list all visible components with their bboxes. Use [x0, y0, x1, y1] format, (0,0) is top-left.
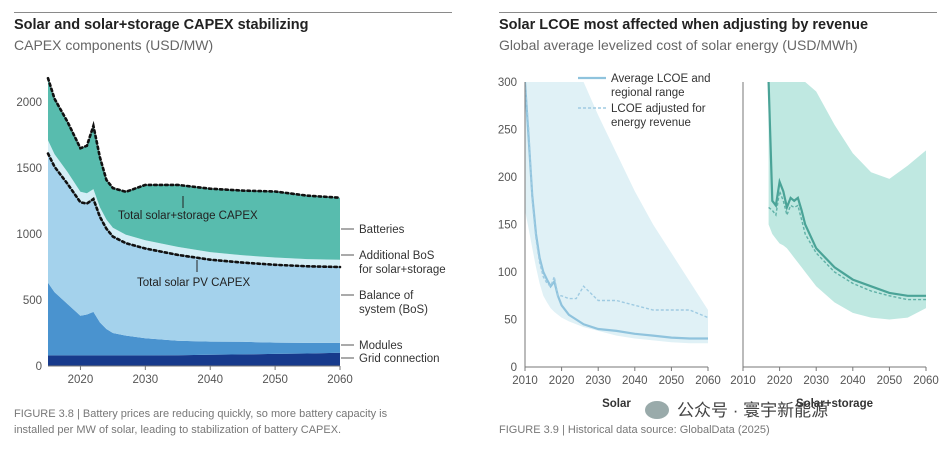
left-x-tick-2060: 2060: [327, 374, 353, 386]
x-tick-solar-storage-2050: 2050: [877, 375, 903, 387]
left-area-batteries: [48, 78, 340, 260]
watermark: 公众号 · 寰宇新能源: [645, 396, 828, 421]
left-top-rule: [14, 12, 452, 13]
left-x-tick-2030: 2030: [133, 374, 159, 386]
legend-label-additional-bos-for-solar-storage-2: for solar+storage: [359, 264, 446, 276]
right-top-rule: [499, 12, 937, 13]
annotation-total-solar-storage-capex: Total solar+storage CAPEX: [118, 210, 258, 222]
legend-adjusted-lcoe-line1: LCOE adjusted for: [611, 103, 706, 115]
x-tick-solar-2040: 2040: [622, 375, 648, 387]
x-tick-solar-storage-2040: 2040: [840, 375, 866, 387]
left-x-tick-2020: 2020: [68, 374, 94, 386]
right-y-tick-0: 0: [511, 362, 517, 374]
x-tick-solar-storage-2010: 2010: [730, 375, 756, 387]
left-y-tick-1000: 1000: [16, 229, 42, 241]
panel-label-solar: Solar: [602, 398, 631, 410]
right-y-tick-250: 250: [498, 125, 517, 137]
right-y-tick-50: 50: [504, 315, 517, 327]
wechat-icon: [645, 401, 669, 419]
legend-label-additional-bos-for-solar-storage: Additional BoS: [359, 250, 435, 262]
left-caption-line-2: installed per MW of solar, leading to st…: [14, 424, 342, 436]
legend-average-lcoe-line1: Average LCOE and: [611, 73, 711, 85]
range-band-solar: [525, 82, 708, 344]
legend-label-modules: Modules: [359, 340, 403, 352]
panel-label-solar-storage: Solar+storage: [796, 398, 873, 410]
left-y-tick-2000: 2000: [16, 97, 42, 109]
left-area-modules: [48, 282, 340, 356]
legend-label-balance-of-system-bos: Balance of: [359, 290, 414, 302]
left-chart-title: Solar and solar+storage CAPEX stabilizin…: [14, 17, 309, 33]
left-chart-subtitle: CAPEX components (USD/MW): [14, 37, 214, 53]
left-line-total-solar-storage-capex: [46, 76, 342, 199]
left-y-tick-1500: 1500: [16, 163, 42, 175]
legend-label-balance-of-system-bos-2: system (BoS): [359, 304, 428, 316]
legend-adjusted-lcoe-line2: energy revenue: [611, 117, 691, 129]
right-y-tick-150: 150: [498, 220, 517, 232]
left-caption: FIGURE 3.8 | Battery prices are reducing…: [14, 406, 459, 438]
x-tick-solar-2010: 2010: [512, 375, 538, 387]
left-line-total-solar-pv-capex: [46, 152, 342, 269]
x-tick-solar-storage-2060: 2060: [913, 375, 939, 387]
left-y-tick-0: 0: [36, 361, 42, 373]
right-y-tick-300: 300: [498, 77, 517, 89]
x-tick-solar-2030: 2030: [585, 375, 611, 387]
right-chart-title: Solar LCOE most affected when adjusting …: [499, 17, 869, 33]
right-y-tick-100: 100: [498, 267, 517, 279]
right-y-tick-200: 200: [498, 172, 517, 184]
adjusted-lcoe-line-solar: [525, 82, 708, 319]
x-tick-solar-2020: 2020: [549, 375, 575, 387]
x-tick-solar-storage-2020: 2020: [767, 375, 793, 387]
left-x-tick-2040: 2040: [197, 374, 223, 386]
left-caption-line-1: FIGURE 3.8 | Battery prices are reducing…: [14, 408, 388, 420]
left-area-grid-connection: [48, 352, 340, 366]
left-y-tick-500: 500: [23, 295, 42, 307]
annotation-total-solar-pv-capex: Total solar PV CAPEX: [137, 277, 250, 289]
average-lcoe-line-solar-storage: [767, 82, 926, 297]
x-tick-solar-2060: 2060: [695, 375, 721, 387]
panel-solar-storage: [767, 82, 926, 320]
left-area-balance-of-system-bos: [48, 153, 340, 343]
left-x-tick-2050: 2050: [262, 374, 288, 386]
x-tick-solar-2050: 2050: [659, 375, 685, 387]
x-tick-solar-storage-2030: 2030: [803, 375, 829, 387]
average-lcoe-line-solar: [525, 82, 708, 340]
legend-label-batteries: Batteries: [359, 224, 405, 236]
right-caption: FIGURE 3.9 | Historical data source: Glo…: [499, 424, 770, 436]
legend-label-grid-connection: Grid connection: [359, 353, 440, 365]
adjusted-lcoe-line-solar-storage: [768, 188, 926, 301]
range-band-solar-storage: [768, 82, 926, 320]
legend-average-lcoe-line2: regional range: [611, 87, 685, 99]
left-area-additional-bos-for-solar-storage: [48, 140, 340, 267]
panel-solar: [525, 82, 708, 344]
right-chart-subtitle: Global average levelized cost of solar e…: [499, 37, 858, 53]
watermark-text: 公众号 · 寰宇新能源: [677, 401, 829, 420]
